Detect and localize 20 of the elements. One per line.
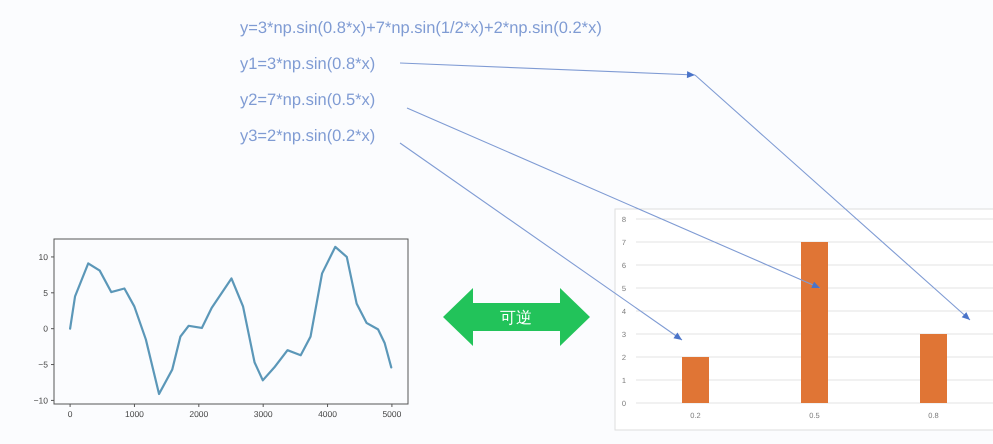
y-tick-label: 0 [43, 324, 48, 334]
x-tick-label: 0 [68, 409, 73, 419]
text: y3=2*np.sin(0.2*x) [240, 127, 376, 145]
line-series [68, 246, 392, 396]
y-tick-label: −10 [34, 395, 48, 406]
x-tick-label: 3000 [254, 409, 273, 419]
x-tick-label: 2000 [189, 409, 209, 419]
y-tick-label: 5 [43, 288, 48, 298]
y-tick-label: 10 [38, 252, 48, 262]
text: 可逆 [500, 309, 532, 327]
x-tick-label: 4000 [318, 409, 338, 419]
x-tick-label: 1000 [124, 409, 144, 419]
bar [920, 334, 947, 403]
text: y1=3*np.sin(0.8*x) [240, 55, 376, 73]
text: y=3*np.sin(0.8*x)+7*np.sin(1/2*x)+2*np.sin(0.2*x) [240, 19, 602, 37]
x-tick-label: 5000 [382, 409, 402, 419]
text: y2=7*np.sin(0.5*x) [240, 91, 376, 109]
bar [682, 357, 709, 403]
y-tick-label: −5 [38, 360, 48, 370]
bar [801, 242, 828, 403]
